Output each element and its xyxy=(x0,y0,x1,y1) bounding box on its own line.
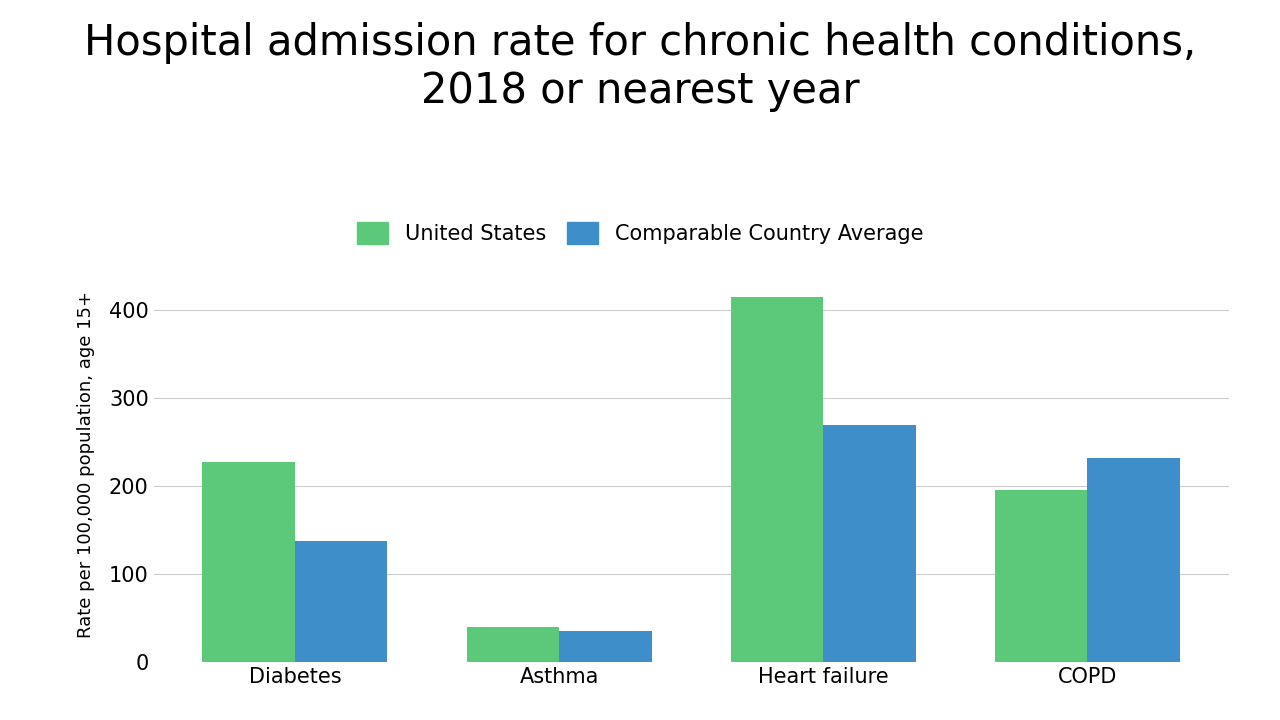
Bar xyxy=(467,627,559,662)
Text: Hospital admission rate for chronic health conditions,
2018 or nearest year: Hospital admission rate for chronic heal… xyxy=(84,22,1196,112)
Bar xyxy=(731,297,823,662)
Legend: United States, Comparable Country Average: United States, Comparable Country Averag… xyxy=(347,212,933,255)
Bar xyxy=(995,490,1088,662)
Bar xyxy=(559,631,652,662)
Bar xyxy=(823,425,915,662)
Bar xyxy=(294,541,388,662)
Bar xyxy=(1088,458,1180,662)
Bar xyxy=(202,462,294,662)
Y-axis label: Rate per 100,000 population, age 15+: Rate per 100,000 population, age 15+ xyxy=(77,291,95,638)
